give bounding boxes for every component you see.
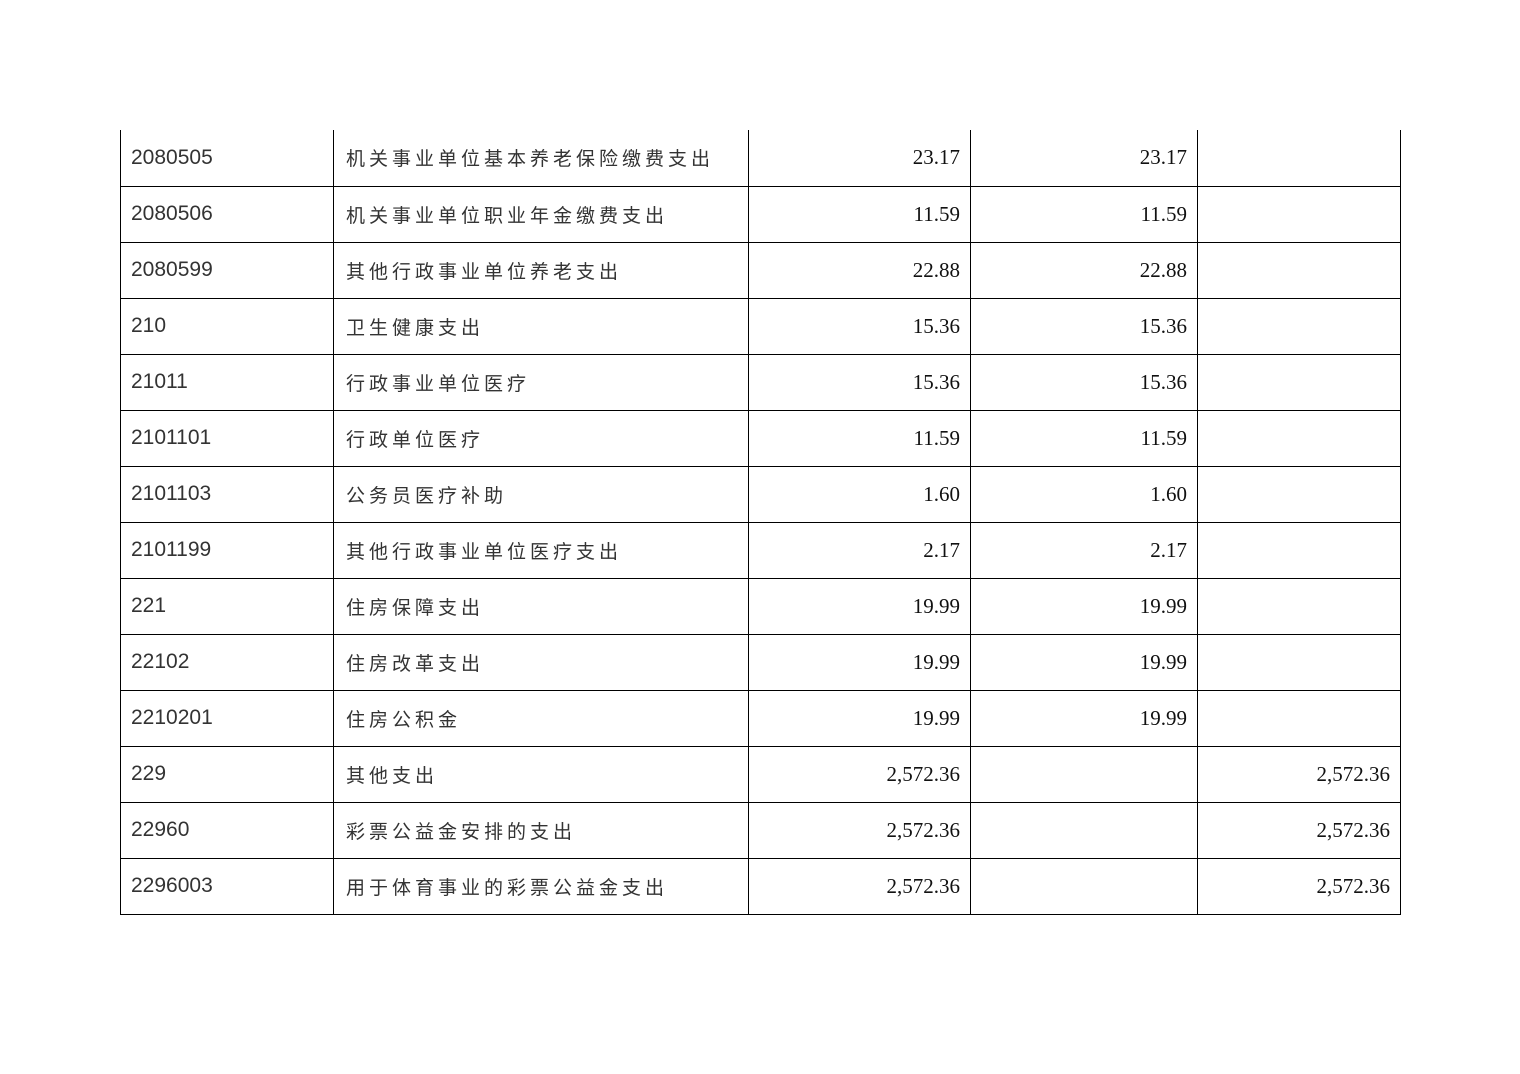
project-amount (1197, 185, 1401, 243)
project-amount (1197, 130, 1401, 187)
basic-amount (970, 801, 1198, 859)
account-name: 住房改革支出 (333, 633, 749, 691)
account-name: 用于体育事业的彩票公益金支出 (333, 857, 749, 915)
account-name: 行政单位医疗 (333, 409, 749, 467)
basic-amount: 19.99 (970, 633, 1198, 691)
basic-amount: 19.99 (970, 577, 1198, 635)
table-row: 2080505 机关事业单位基本养老保险缴费支出 23.17 23.17 (120, 130, 1401, 187)
account-name: 机关事业单位基本养老保险缴费支出 (333, 130, 749, 187)
table-row: 221 住房保障支出 19.99 19.99 (120, 577, 1401, 635)
basic-amount: 1.60 (970, 465, 1198, 523)
table-row: 210 卫生健康支出 15.36 15.36 (120, 297, 1401, 355)
table-row: 22102 住房改革支出 19.99 19.99 (120, 633, 1401, 691)
project-amount (1197, 297, 1401, 355)
total-amount: 2,572.36 (748, 857, 971, 915)
account-name: 住房保障支出 (333, 577, 749, 635)
total-amount: 2,572.36 (748, 745, 971, 803)
account-code: 2080599 (120, 241, 334, 299)
basic-amount: 22.88 (970, 241, 1198, 299)
project-amount: 2,572.36 (1197, 745, 1401, 803)
table-row: 2080599 其他行政事业单位养老支出 22.88 22.88 (120, 241, 1401, 299)
basic-amount (970, 857, 1198, 915)
total-amount: 19.99 (748, 577, 971, 635)
table-row: 21011 行政事业单位医疗 15.36 15.36 (120, 353, 1401, 411)
basic-amount: 15.36 (970, 297, 1198, 355)
account-code: 210 (120, 297, 334, 355)
project-amount (1197, 689, 1401, 747)
account-name: 公务员医疗补助 (333, 465, 749, 523)
total-amount: 2.17 (748, 521, 971, 579)
account-name: 其他行政事业单位医疗支出 (333, 521, 749, 579)
project-amount: 2,572.36 (1197, 857, 1401, 915)
table-row: 229 其他支出 2,572.36 2,572.36 (120, 745, 1401, 803)
project-amount (1197, 465, 1401, 523)
total-amount: 22.88 (748, 241, 971, 299)
account-code: 221 (120, 577, 334, 635)
basic-amount: 11.59 (970, 409, 1198, 467)
table-row: 2080506 机关事业单位职业年金缴费支出 11.59 11.59 (120, 185, 1401, 243)
project-amount (1197, 409, 1401, 467)
account-code: 2080505 (120, 130, 334, 187)
project-amount: 2,572.36 (1197, 801, 1401, 859)
basic-amount: 2.17 (970, 521, 1198, 579)
total-amount: 11.59 (748, 185, 971, 243)
basic-amount: 15.36 (970, 353, 1198, 411)
table-row: 2101103 公务员医疗补助 1.60 1.60 (120, 465, 1401, 523)
project-amount (1197, 577, 1401, 635)
table-row: 2296003 用于体育事业的彩票公益金支出 2,572.36 2,572.36 (120, 857, 1401, 915)
project-amount (1197, 633, 1401, 691)
account-name: 彩票公益金安排的支出 (333, 801, 749, 859)
total-amount: 1.60 (748, 465, 971, 523)
basic-amount: 23.17 (970, 130, 1198, 187)
total-amount: 19.99 (748, 633, 971, 691)
account-code: 2101199 (120, 521, 334, 579)
total-amount: 15.36 (748, 353, 971, 411)
project-amount (1197, 521, 1401, 579)
account-code: 2101103 (120, 465, 334, 523)
account-code: 22960 (120, 801, 334, 859)
total-amount: 19.99 (748, 689, 971, 747)
table-row: 22960 彩票公益金安排的支出 2,572.36 2,572.36 (120, 801, 1401, 859)
table-row: 2210201 住房公积金 19.99 19.99 (120, 689, 1401, 747)
account-name: 机关事业单位职业年金缴费支出 (333, 185, 749, 243)
account-name: 卫生健康支出 (333, 297, 749, 355)
account-code: 21011 (120, 353, 334, 411)
account-name: 其他支出 (333, 745, 749, 803)
account-code: 2080506 (120, 185, 334, 243)
total-amount: 11.59 (748, 409, 971, 467)
account-name: 行政事业单位医疗 (333, 353, 749, 411)
total-amount: 15.36 (748, 297, 971, 355)
account-code: 22102 (120, 633, 334, 691)
basic-amount: 11.59 (970, 185, 1198, 243)
table-row: 2101101 行政单位医疗 11.59 11.59 (120, 409, 1401, 467)
account-name: 其他行政事业单位养老支出 (333, 241, 749, 299)
basic-amount (970, 745, 1198, 803)
account-code: 2210201 (120, 689, 334, 747)
account-code: 2296003 (120, 857, 334, 915)
basic-amount: 19.99 (970, 689, 1198, 747)
account-name: 住房公积金 (333, 689, 749, 747)
expenditure-table: 2080505 机关事业单位基本养老保险缴费支出 23.17 23.17 2080506… (120, 130, 1401, 915)
project-amount (1197, 241, 1401, 299)
total-amount: 2,572.36 (748, 801, 971, 859)
project-amount (1197, 353, 1401, 411)
table-row: 2101199 其他行政事业单位医疗支出 2.17 2.17 (120, 521, 1401, 579)
account-code: 229 (120, 745, 334, 803)
total-amount: 23.17 (748, 130, 971, 187)
account-code: 2101101 (120, 409, 334, 467)
